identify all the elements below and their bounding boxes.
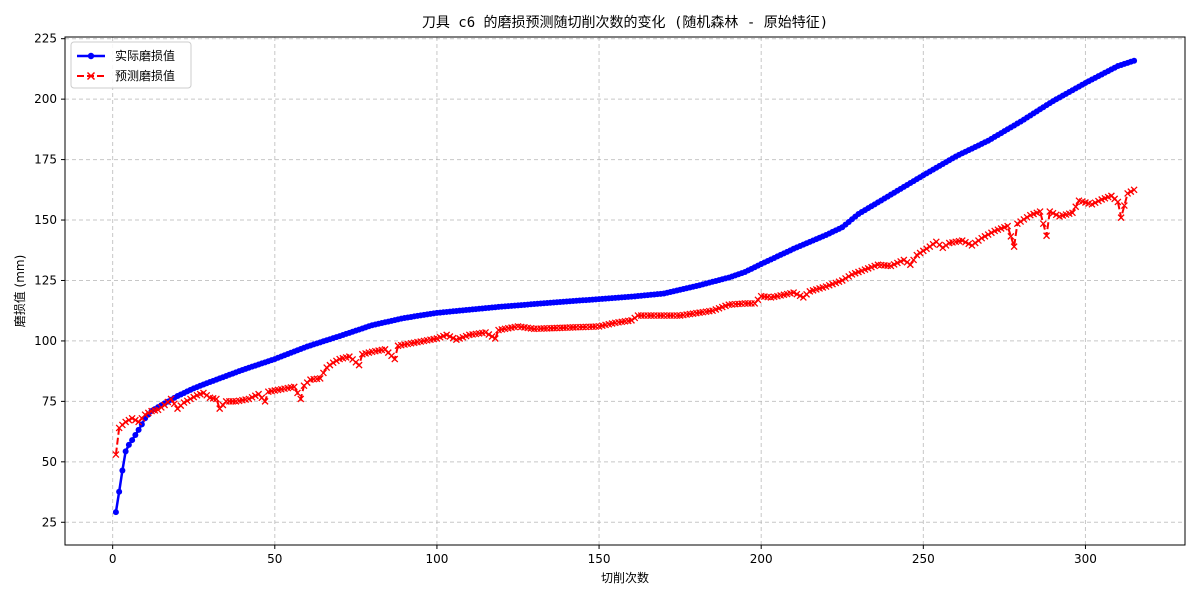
x-tick-label: 50 xyxy=(267,552,282,566)
x-tick-label: 250 xyxy=(912,552,935,566)
predicted-wear-point xyxy=(144,409,152,417)
predicted-wear-point xyxy=(1120,202,1128,209)
actual-wear-point xyxy=(132,431,139,438)
predicted-wear-point xyxy=(1069,209,1076,217)
predicted-wear-point xyxy=(1007,232,1015,240)
predicted-wear-point xyxy=(923,245,931,253)
x-tick-label: 300 xyxy=(1074,552,1097,566)
y-tick-label: 125 xyxy=(34,273,57,287)
actual-wear-point xyxy=(125,441,132,448)
predicted-wear-point xyxy=(332,357,340,365)
predicted-wear-point xyxy=(131,416,139,424)
predicted-wear-point xyxy=(919,247,927,255)
predicted-wear-point xyxy=(916,249,924,257)
series-predicted xyxy=(112,186,1138,459)
y-tick-label: 75 xyxy=(42,394,57,408)
predicted-wear-point xyxy=(167,395,175,403)
predicted-wear-point xyxy=(906,261,914,269)
predicted-wear-point xyxy=(290,383,298,391)
predicted-wear-point xyxy=(1130,186,1138,194)
predicted-wear-point xyxy=(141,411,149,419)
predicted-wear-point xyxy=(488,333,496,340)
predicted-wear-point xyxy=(183,397,191,405)
predicted-wear-point xyxy=(987,229,995,237)
legend-label-predicted: 预测磨损值 xyxy=(115,68,175,83)
predicted-wear-point xyxy=(482,329,490,336)
y-tick-label: 25 xyxy=(42,515,57,529)
predicted-wear-point xyxy=(981,232,989,240)
plot-frame xyxy=(64,36,1186,546)
predicted-wear-point xyxy=(190,393,198,401)
predicted-wear-point xyxy=(1072,203,1080,211)
predicted-wear-point xyxy=(316,374,324,382)
y-tick-label: 50 xyxy=(42,455,57,469)
predicted-wear-point xyxy=(294,389,301,397)
predicted-wear-point xyxy=(319,369,327,377)
legend-marker-predicted xyxy=(86,71,96,81)
predicted-wear-point xyxy=(355,361,363,369)
actual-wear-point xyxy=(119,467,126,474)
x-tick-label: 100 xyxy=(425,552,448,566)
predicted-wear-point xyxy=(180,399,188,407)
actual-wear-point xyxy=(116,488,123,495)
predicted-wear-point xyxy=(1010,243,1018,251)
actual-wear-point xyxy=(122,448,129,455)
predicted-wear-point xyxy=(1043,232,1050,240)
predicted-wear-point xyxy=(212,395,220,403)
predicted-wear-point xyxy=(838,277,846,284)
y-tick-label: 200 xyxy=(34,92,57,106)
axis-layer: 0 50 100 150 200 250 300 25 50 75 100 125 150 175 200 2… xyxy=(34,32,1097,566)
y-tick-label: 100 xyxy=(34,334,57,348)
predicted-wear-point xyxy=(391,355,399,363)
predicted-wear-point xyxy=(1124,189,1132,197)
actual-wear-point xyxy=(129,437,136,444)
predicted-wear-point xyxy=(1023,213,1031,221)
predicted-wear-point xyxy=(1039,220,1047,228)
predicted-wear-point xyxy=(261,397,269,405)
predicted-wear-point xyxy=(125,416,133,424)
y-tick-label: 150 xyxy=(34,213,57,227)
predicted-wear-point xyxy=(978,234,986,242)
predicted-wear-point xyxy=(122,418,130,426)
actual-wear-point xyxy=(1131,57,1138,64)
y-axis-label: 磨损值 (mm) xyxy=(12,255,27,328)
predicted-wear-point xyxy=(170,400,178,408)
actual-wear-point xyxy=(112,509,119,516)
predicted-wear-point xyxy=(491,335,499,342)
predicted-wear-point xyxy=(910,256,918,264)
series-actual xyxy=(112,57,1138,516)
grid-layer xyxy=(65,37,1185,545)
x-axis-label: 切削次数 xyxy=(601,570,649,585)
predicted-wear-point xyxy=(913,251,921,259)
x-tick-label: 0 xyxy=(109,552,117,566)
series-layer xyxy=(112,57,1138,516)
legend: 实际磨损值 预测磨损值 xyxy=(70,41,192,89)
actual-wear-point xyxy=(135,426,142,433)
predicted-wear-point xyxy=(1117,214,1125,222)
predicted-wear-point xyxy=(1017,218,1025,226)
y-tick-label: 175 xyxy=(34,153,57,167)
predicted-wear-point xyxy=(485,331,493,338)
x-tick-label: 200 xyxy=(750,552,773,566)
chart-title: 刀具 c6 的磨损预测随切削次数的变化 (随机森林 - 原始特征) xyxy=(422,15,828,31)
legend-marker-actual xyxy=(87,52,95,60)
x-tick-label: 150 xyxy=(588,552,611,566)
predicted-wear-point xyxy=(845,272,853,280)
predicted-wear-point xyxy=(1013,220,1021,228)
predicted-wear-point xyxy=(1127,188,1135,196)
legend-label-actual: 实际磨损值 xyxy=(115,48,175,63)
predicted-wear-point xyxy=(984,231,992,239)
predicted-wear-point xyxy=(297,395,305,403)
predicted-wear-point xyxy=(842,275,849,282)
predicted-wear-point xyxy=(1020,215,1028,223)
predicted-wear-point xyxy=(128,414,136,422)
predicted-wear-point xyxy=(187,395,194,403)
predicted-wear-point xyxy=(112,451,120,459)
predicted-wear-point xyxy=(1036,208,1044,216)
predicted-wear-point xyxy=(1114,198,1122,206)
y-tick-label: 225 xyxy=(34,32,57,46)
predicted-wear-point xyxy=(1004,222,1012,230)
predicted-wear-point xyxy=(329,359,337,367)
